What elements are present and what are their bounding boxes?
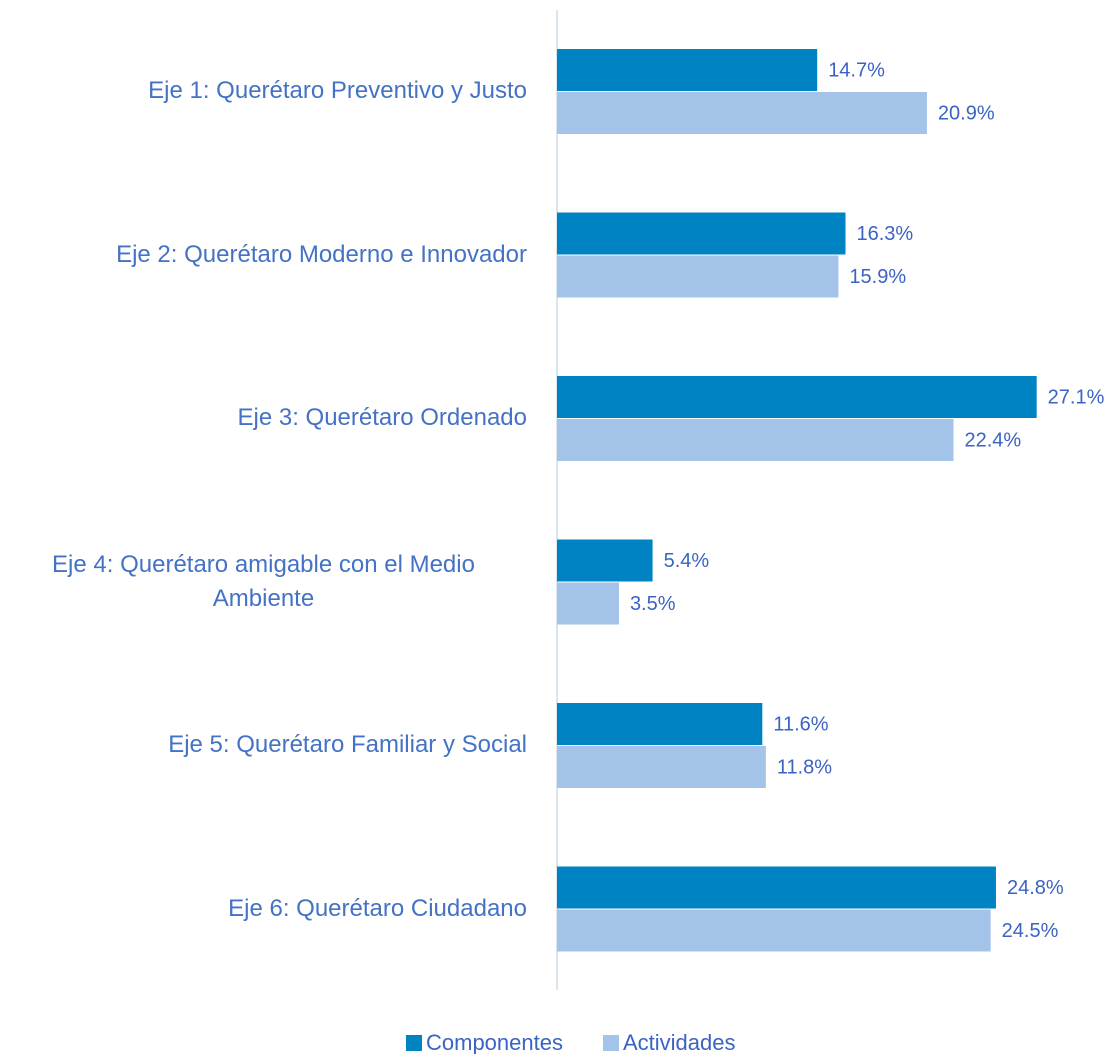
bar xyxy=(557,746,766,788)
category-label: Eje 3: Querétaro Ordenado xyxy=(0,401,527,435)
category-text: Eje 6: Querétaro Ciudadano xyxy=(228,894,527,922)
legend-swatch xyxy=(602,1035,619,1051)
legend-label: Actividades xyxy=(623,1030,736,1054)
category-label: Eje 4: Querétaro amigable con el Medio A… xyxy=(0,548,527,616)
value-label: 20.9% xyxy=(938,102,995,124)
legend-swatch xyxy=(406,1035,422,1051)
bar xyxy=(557,255,839,298)
bar xyxy=(557,419,954,461)
bar xyxy=(557,376,1037,418)
value-label: 22.4% xyxy=(964,429,1021,451)
value-label: 14.7% xyxy=(828,59,885,81)
value-label: 27.1% xyxy=(1048,386,1105,408)
value-label: 15.9% xyxy=(849,266,906,288)
value-label: 5.4% xyxy=(664,550,710,572)
category-label: Eje 5: Querétaro Familiar y Social xyxy=(0,728,527,762)
value-label: 11.8% xyxy=(777,756,832,778)
category-text: Eje 2: Querétaro Moderno e Innovador xyxy=(116,240,527,268)
bar xyxy=(557,582,619,625)
value-label: 24.5% xyxy=(1002,920,1059,942)
bar xyxy=(557,866,996,909)
value-label: 16.3% xyxy=(857,223,914,245)
bar xyxy=(557,92,927,134)
category-label: Eje 1: Querétaro Preventivo y Justo xyxy=(0,74,527,108)
bar xyxy=(557,539,653,582)
bar xyxy=(557,909,991,952)
value-label: 3.5% xyxy=(630,593,676,615)
category-text: Eje 4: Querétaro amigable con el Medio A… xyxy=(52,550,475,612)
category-label: Eje 6: Querétaro Ciudadano xyxy=(0,892,527,926)
bar xyxy=(557,49,818,91)
legend-label: Componentes xyxy=(426,1030,563,1054)
category-text: Eje 1: Querétaro Preventivo y Justo xyxy=(148,77,527,104)
bar xyxy=(557,703,763,745)
category-text: Eje 3: Querétaro Ordenado xyxy=(237,404,527,431)
value-label: 24.8% xyxy=(1007,877,1064,899)
bar xyxy=(557,212,846,255)
value-label: 11.6% xyxy=(773,713,828,735)
category-text: Eje 5: Querétaro Familiar y Social xyxy=(168,731,527,758)
category-label: Eje 2: Querétaro Moderno e Innovador xyxy=(0,238,527,272)
